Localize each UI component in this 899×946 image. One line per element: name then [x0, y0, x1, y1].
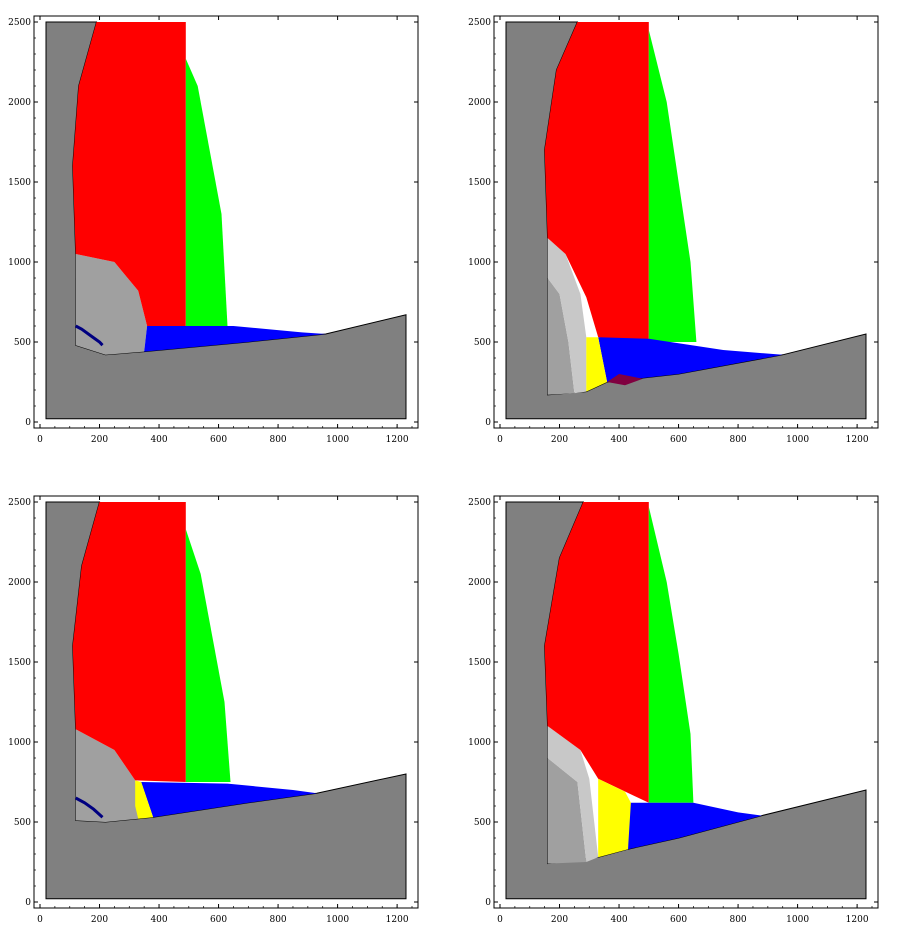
x-tick-label: 200 [91, 435, 108, 445]
x-tick-label: 600 [670, 435, 687, 445]
y-tick-label: 500 [14, 338, 31, 348]
region-green [185, 58, 228, 327]
region-blue [628, 802, 762, 850]
y-tick-label: 500 [474, 818, 491, 828]
region-navy [74, 796, 104, 819]
region-yellow [586, 337, 608, 392]
y-tick-label: 1500 [8, 178, 31, 188]
y-tick-label: 0 [25, 898, 31, 908]
x-tick-label: 600 [210, 915, 227, 925]
x-tick-label: 1200 [386, 915, 409, 925]
region-blue [141, 782, 317, 818]
y-tick-label: 2500 [8, 498, 31, 508]
x-tick-label: 1200 [846, 435, 869, 445]
x-tick-label: 1000 [786, 435, 809, 445]
panel-bottom-left: 0 200 400 600 800 1000 1200 0 500 1000 1500 2000 250… [8, 495, 419, 925]
y-tick-label: 500 [474, 338, 491, 348]
region-green [648, 506, 694, 803]
y-tick-label: 1000 [468, 258, 491, 268]
region-red [72, 502, 186, 782]
region-blue [598, 337, 783, 382]
region-lightgray [75, 729, 139, 822]
y-tick-label: 1500 [468, 178, 491, 188]
x-tick-label: 1200 [846, 915, 869, 925]
y-tick-label: 2000 [8, 578, 31, 588]
region-red [72, 22, 186, 326]
x-tick-label: 1000 [326, 435, 349, 445]
x-tick-label: 200 [551, 435, 568, 445]
x-tick-label: 400 [610, 915, 627, 925]
region-silver [547, 726, 599, 862]
region-red [544, 22, 649, 342]
region-blue [144, 326, 326, 352]
x-tick-label: 0 [37, 435, 43, 445]
x-tick-label: 1000 [786, 915, 809, 925]
x-tick-label: 800 [729, 435, 746, 445]
x-tick-label: 0 [37, 915, 43, 925]
region-navy [74, 324, 104, 347]
region-silver [547, 238, 587, 394]
y-tick-label: 0 [485, 898, 491, 908]
region-lightgray [75, 254, 148, 355]
x-tick-label: 600 [670, 915, 687, 925]
region-green [648, 30, 697, 342]
y-tick-label: 0 [25, 418, 31, 428]
y-tick-label: 500 [14, 818, 31, 828]
y-tick-label: 2500 [468, 18, 491, 28]
x-tick-label: 600 [210, 435, 227, 445]
y-tick-label: 1000 [468, 738, 491, 748]
region-yellow [135, 780, 154, 819]
y-tick-label: 1500 [8, 658, 31, 668]
x-tick-label: 1200 [386, 435, 409, 445]
x-tick-label: 0 [497, 915, 503, 925]
x-tick-label: 800 [269, 435, 286, 445]
region-maroon [607, 374, 643, 386]
y-tick-label: 2000 [468, 578, 491, 588]
y-tick-label: 2500 [8, 18, 31, 28]
region-lightgray [547, 278, 575, 395]
region-red [544, 502, 649, 803]
x-tick-label: 800 [729, 915, 746, 925]
region-green [185, 529, 231, 782]
x-tick-label: 1000 [326, 915, 349, 925]
x-tick-label: 800 [269, 915, 286, 925]
x-tick-label: 400 [150, 435, 167, 445]
y-tick-label: 1000 [8, 258, 31, 268]
panel-top-left: 0 200 400 600 800 1000 1200 0 500 1000 1500 2000 250… [8, 15, 419, 445]
x-tick-label: 200 [91, 915, 108, 925]
y-tick-label: 0 [485, 418, 491, 428]
region-lightgray [547, 758, 587, 864]
x-tick-label: 200 [551, 915, 568, 925]
region-yellow [598, 778, 631, 858]
x-tick-label: 400 [150, 915, 167, 925]
x-tick-label: 400 [610, 435, 627, 445]
y-tick-label: 1500 [468, 658, 491, 668]
x-tick-label: 0 [497, 435, 503, 445]
y-tick-label: 2500 [468, 498, 491, 508]
panel-bottom-right: 0 200 400 600 800 1000 1200 0 500 1000 1500 2000 250… [468, 495, 879, 925]
y-tick-label: 1000 [8, 738, 31, 748]
y-tick-label: 2000 [8, 98, 31, 108]
y-tick-label: 2000 [468, 98, 491, 108]
panel-top-right: 0 200 400 600 800 1000 1200 0 500 1000 1500 2000 250… [468, 15, 879, 445]
